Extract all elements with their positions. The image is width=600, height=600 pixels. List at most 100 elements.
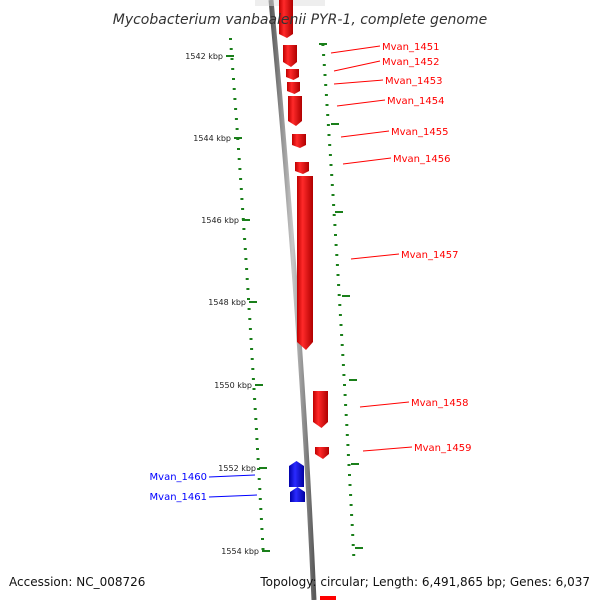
minor-tick-inner [237, 148, 240, 150]
major-tick-outer [335, 211, 343, 213]
forward-gene-arrow[interactable] [315, 447, 329, 459]
gene-label-mvan-1451[interactable]: Mvan_1451 [382, 42, 439, 53]
minor-tick-outer [337, 284, 341, 286]
kbp-tick-label: 1548 kbp [208, 298, 246, 307]
gene-label-mvan-1456[interactable]: Mvan_1456 [393, 154, 450, 165]
minor-tick-inner [237, 158, 241, 160]
kbp-tick-label: 1542 kbp [185, 52, 223, 61]
minor-tick-inner [229, 38, 232, 40]
forward-gene-arrow[interactable] [297, 176, 313, 350]
minor-tick-inner [230, 58, 234, 60]
gene-leader-line [359, 401, 410, 408]
forward-gene-arrow[interactable] [279, 0, 293, 38]
minor-tick-outer [351, 544, 355, 546]
minor-tick-outer [340, 344, 344, 346]
reverse-gene-arrow[interactable] [290, 487, 305, 502]
major-tick-outer [331, 123, 339, 125]
minor-tick-outer [330, 184, 334, 186]
minor-tick-inner [235, 128, 239, 130]
minor-tick-outer [346, 444, 350, 446]
forward-gene-arrow[interactable] [288, 96, 302, 126]
minor-tick-outer [352, 554, 356, 556]
minor-tick-inner [241, 208, 245, 210]
minor-tick-inner [251, 378, 255, 380]
forward-gene-arrow[interactable] [292, 134, 306, 148]
major-tick-outer [342, 295, 350, 297]
minor-tick-inner [242, 228, 246, 230]
gene-leader-line [340, 130, 390, 138]
minor-tick-outer [347, 464, 351, 466]
minor-tick-outer [334, 244, 338, 246]
gene-leader-line [342, 157, 392, 165]
minor-tick-outer [350, 514, 354, 516]
minor-tick-inner [244, 258, 248, 260]
minor-tick-outer [329, 164, 333, 166]
minor-tick-outer [339, 324, 343, 326]
minor-tick-outer [350, 524, 354, 526]
minor-tick-outer [322, 54, 326, 56]
major-tick [226, 55, 234, 57]
map-title: Mycobacterium vanbaalenii PYR-1, complet… [113, 12, 488, 28]
major-tick [249, 301, 257, 303]
minor-tick-inner [257, 478, 261, 480]
minor-tick-outer [332, 214, 336, 216]
gene-label-mvan-1452[interactable]: Mvan_1452 [382, 57, 439, 68]
minor-tick-outer [324, 94, 328, 96]
reverse-gene-arrow[interactable] [289, 461, 304, 487]
minor-tick-inner [239, 188, 243, 190]
forward-gene-arrow[interactable] [313, 391, 328, 428]
major-tick [259, 467, 267, 469]
minor-tick-outer [331, 194, 335, 196]
minor-tick-inner [229, 48, 233, 50]
gene-leader-line [336, 99, 386, 107]
gene-label-mvan-1459[interactable]: Mvan_1459 [414, 443, 471, 454]
gene-label-mvan-1458[interactable]: Mvan_1458 [411, 398, 468, 409]
minor-tick-inner [234, 108, 238, 110]
minor-tick-outer [349, 504, 353, 506]
gene-leader-line [330, 45, 381, 54]
minor-tick-outer [332, 204, 336, 206]
major-tick [262, 550, 270, 552]
minor-tick-inner [250, 358, 254, 360]
gene-label-mvan-1461[interactable]: Mvan_1461 [150, 492, 207, 503]
minor-tick-inner [255, 438, 259, 440]
minor-tick-inner [248, 318, 252, 320]
minor-tick-outer [336, 274, 340, 276]
minor-tick-inner [256, 448, 259, 450]
minor-tick-inner [243, 238, 247, 240]
minor-tick-outer [341, 364, 345, 366]
minor-tick-inner [240, 198, 244, 200]
kbp-scale: 1542 kbp 1544 kbp 1546 kbp 1548 kbp 1550 kbp… [185, 38, 363, 556]
forward-gene-arrow[interactable] [283, 45, 297, 67]
minor-tick-inner [253, 398, 257, 400]
minor-tick-inner [245, 268, 249, 270]
minor-tick-inner [252, 388, 256, 390]
minor-tick-outer [337, 294, 341, 296]
minor-tick-inner [261, 538, 264, 540]
gene-leader-line [208, 494, 258, 498]
gene-features [279, 0, 336, 600]
minor-tick-inner [249, 338, 253, 340]
minor-tick-outer [348, 474, 351, 476]
gene-label-mvan-1457[interactable]: Mvan_1457 [401, 250, 458, 261]
forward-gene-arrow[interactable] [295, 162, 309, 174]
gene-label-mvan-1460[interactable]: Mvan_1460 [150, 472, 207, 483]
minor-tick-outer [344, 404, 348, 406]
minor-tick-inner [233, 98, 237, 100]
major-tick [234, 137, 242, 139]
minor-tick-inner [239, 178, 243, 180]
major-tick [255, 384, 263, 386]
forward-gene-arrow[interactable] [286, 69, 299, 80]
gene-label-mvan-1454[interactable]: Mvan_1454 [387, 96, 444, 107]
minor-tick-inner [238, 168, 242, 170]
minor-tick-inner [243, 248, 247, 250]
forward-gene-arrow[interactable] [287, 82, 300, 94]
gene-label-mvan-1455[interactable]: Mvan_1455 [391, 127, 448, 138]
minor-tick-outer [327, 134, 331, 136]
minor-tick-inner [254, 428, 258, 430]
gene-leader-line [350, 253, 400, 260]
minor-tick-inner [248, 328, 252, 330]
gene-label-mvan-1453[interactable]: Mvan_1453 [385, 76, 442, 87]
minor-tick-outer [351, 534, 355, 536]
